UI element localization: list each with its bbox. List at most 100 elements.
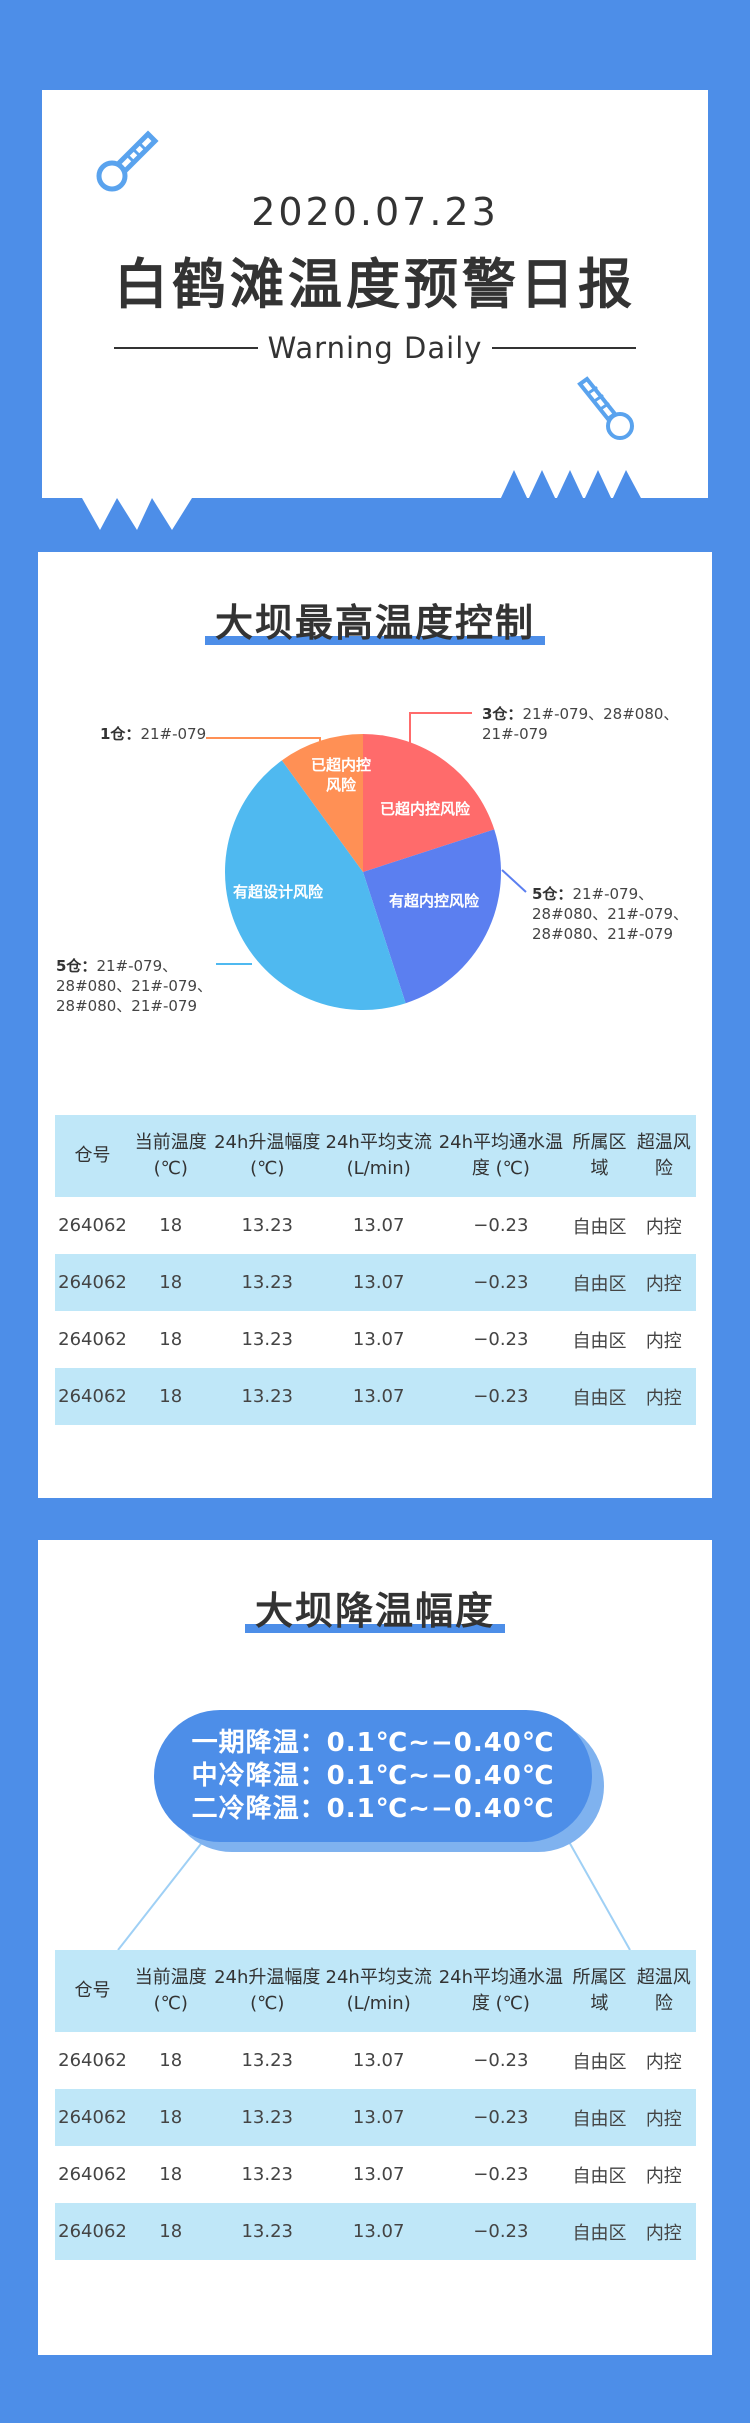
table-cell: −0.23 — [434, 2146, 567, 2203]
table-cell: 13.07 — [323, 1197, 434, 1254]
table-cell: 自由区 — [567, 1368, 631, 1425]
table-header-row: 仓号 当前温度 (℃) 24h升温幅度(℃) 24h平均支流(L/min) 24… — [55, 1115, 696, 1197]
table-cell: 13.23 — [211, 1368, 322, 1425]
table-cell: 内控 — [632, 1254, 696, 1311]
column-header: 仓号 — [55, 1950, 130, 2032]
table-cell: 264062 — [55, 1197, 130, 1254]
cooling-summary-pill: 一期降温：0.1℃~−0.40℃ 中冷降温：0.1℃~−0.40℃ 二冷降温：0… — [154, 1710, 592, 1842]
table-cell: 自由区 — [567, 2032, 631, 2089]
pie-slice-label: 已超内控风险 — [380, 800, 471, 818]
column-header: 24h升温幅度(℃) — [211, 1950, 322, 2032]
table-cell: 13.23 — [211, 2089, 322, 2146]
column-header: 24h升温幅度(℃) — [211, 1115, 322, 1197]
report-subtitle-row: Warning Daily — [114, 328, 636, 368]
table-cell: 13.07 — [323, 1368, 434, 1425]
callout-label: 5仓： — [56, 957, 96, 975]
column-header: 24h平均通水温度 (℃) — [434, 1950, 567, 2032]
table-cell: 18 — [130, 1368, 211, 1425]
thermometer-icon — [92, 126, 162, 196]
column-header: 24h平均支流(L/min) — [323, 1115, 434, 1197]
table-cell: −0.23 — [434, 1368, 567, 1425]
table-cell: 自由区 — [567, 1254, 631, 1311]
column-header: 所属区域 — [567, 1950, 631, 2032]
table-cell: 18 — [130, 2146, 211, 2203]
table-cell: 13.23 — [211, 1197, 322, 1254]
table-cell: 13.07 — [323, 2203, 434, 2260]
table-cell: 13.07 — [323, 1311, 434, 1368]
table-cell: 13.23 — [211, 2146, 322, 2203]
max-temperature-card: 大坝最高温度控制 已超内控风险 有超内控风险 有超设计风险 已超内控风险 1仓：21#… — [38, 552, 712, 1498]
table-cell: 自由区 — [567, 2089, 631, 2146]
table-cell: 内控 — [632, 1311, 696, 1368]
cooling-range-card: 大坝降温幅度 一期降温：0.1℃~−0.40℃ 中冷降温：0.1℃~−0.40℃… — [38, 1540, 712, 2355]
table-cell: −0.23 — [434, 2089, 567, 2146]
temperature-table: 仓号 当前温度 (℃) 24h升温幅度(℃) 24h平均支流(L/min) 24… — [55, 1115, 696, 1425]
column-header: 所属区域 — [567, 1115, 631, 1197]
pie-slice-label: 有超内控风险 — [389, 892, 480, 910]
table-cell: 内控 — [632, 1197, 696, 1254]
table-cell: 13.23 — [211, 1311, 322, 1368]
table-cell: 内控 — [632, 2203, 696, 2260]
table-cell: 13.07 — [323, 1254, 434, 1311]
table-cell: 18 — [130, 1197, 211, 1254]
column-header: 24h平均通水温度 (℃) — [434, 1115, 567, 1197]
table-cell: 13.07 — [323, 2146, 434, 2203]
thermometer-icon — [570, 376, 640, 446]
table-cell: 自由区 — [567, 2146, 631, 2203]
table-cell: 264062 — [55, 1368, 130, 1425]
column-header: 24h平均支流(L/min) — [323, 1950, 434, 2032]
table-cell: 18 — [130, 2203, 211, 2260]
table-cell: 18 — [130, 1254, 211, 1311]
table-row: 264062 18 13.23 13.07 −0.23 自由区 内控 — [55, 1197, 696, 1254]
divider — [114, 347, 258, 349]
table-cell: −0.23 — [434, 1197, 567, 1254]
table-cell: 自由区 — [567, 1311, 631, 1368]
table-cell: 内控 — [632, 2089, 696, 2146]
table-cell: 自由区 — [567, 1197, 631, 1254]
table-cell: 13.07 — [323, 2089, 434, 2146]
report-date: 2020.07.23 — [42, 190, 708, 234]
table-row: 264062 18 13.23 13.07 −0.23 自由区 内控 — [55, 1311, 696, 1368]
table-cell: 自由区 — [567, 2203, 631, 2260]
column-header: 超温风险 — [632, 1115, 696, 1197]
cooling-stage-2: 中冷降温：0.1℃~−0.40℃ — [192, 1760, 555, 1793]
table-cell: 内控 — [632, 2032, 696, 2089]
table-cell: −0.23 — [434, 1311, 567, 1368]
report-subtitle: Warning Daily — [258, 331, 493, 365]
table-header-row: 仓号 当前温度 (℃) 24h升温幅度(℃) 24h平均支流(L/min) 24… — [55, 1950, 696, 2032]
callout-label: 3仓： — [482, 705, 522, 723]
cooling-stage-1: 一期降温：0.1℃~−0.40℃ — [192, 1727, 555, 1760]
cooling-stage-3: 二冷降温：0.1℃~−0.40℃ — [192, 1793, 555, 1826]
table-cell: 13.23 — [211, 2032, 322, 2089]
zigzag-decoration — [42, 496, 202, 536]
report-title: 白鹤滩温度预警日报 — [42, 240, 708, 319]
callout-label: 5仓： — [532, 885, 572, 903]
column-header: 仓号 — [55, 1115, 130, 1197]
table-cell: 内控 — [632, 2146, 696, 2203]
callout-3: 5仓：21#-079、28#080、21#-079、28#080、21#-079 — [532, 884, 702, 944]
table-cell: 264062 — [55, 2089, 130, 2146]
leader-line — [410, 713, 472, 747]
table-row: 264062 18 13.23 13.07 −0.23 自由区 内控 — [55, 2089, 696, 2146]
column-header: 当前温度 (℃) — [130, 1950, 211, 2032]
callout-2: 3仓：21#-079、28#080、21#-079 — [482, 704, 692, 744]
table-cell: 264062 — [55, 1254, 130, 1311]
leader-line — [502, 870, 526, 892]
header-card: 2020.07.23 白鹤滩温度预警日报 Warning Daily — [42, 90, 708, 498]
table-cell: 18 — [130, 1311, 211, 1368]
divider — [492, 347, 636, 349]
table-cell: 18 — [130, 2032, 211, 2089]
cooling-table: 仓号 当前温度 (℃) 24h升温幅度(℃) 24h平均支流(L/min) 24… — [55, 1950, 696, 2260]
table-row: 264062 18 13.23 13.07 −0.23 自由区 内控 — [55, 2032, 696, 2089]
table-row: 264062 18 13.23 13.07 −0.23 自由区 内控 — [55, 1254, 696, 1311]
table-cell: 13.07 — [323, 2032, 434, 2089]
pie-slice-label: 有超设计风险 — [233, 883, 324, 901]
table-cell: −0.23 — [434, 2203, 567, 2260]
callout-1: 1仓：21#-079 — [100, 724, 206, 744]
callout-label: 1仓： — [100, 725, 140, 743]
table-cell: −0.23 — [434, 2032, 567, 2089]
table-cell: 内控 — [632, 1368, 696, 1425]
column-header: 超温风险 — [632, 1950, 696, 2032]
table-row: 264062 18 13.23 13.07 −0.23 自由区 内控 — [55, 2146, 696, 2203]
table-row: 264062 18 13.23 13.07 −0.23 自由区 内控 — [55, 2203, 696, 2260]
